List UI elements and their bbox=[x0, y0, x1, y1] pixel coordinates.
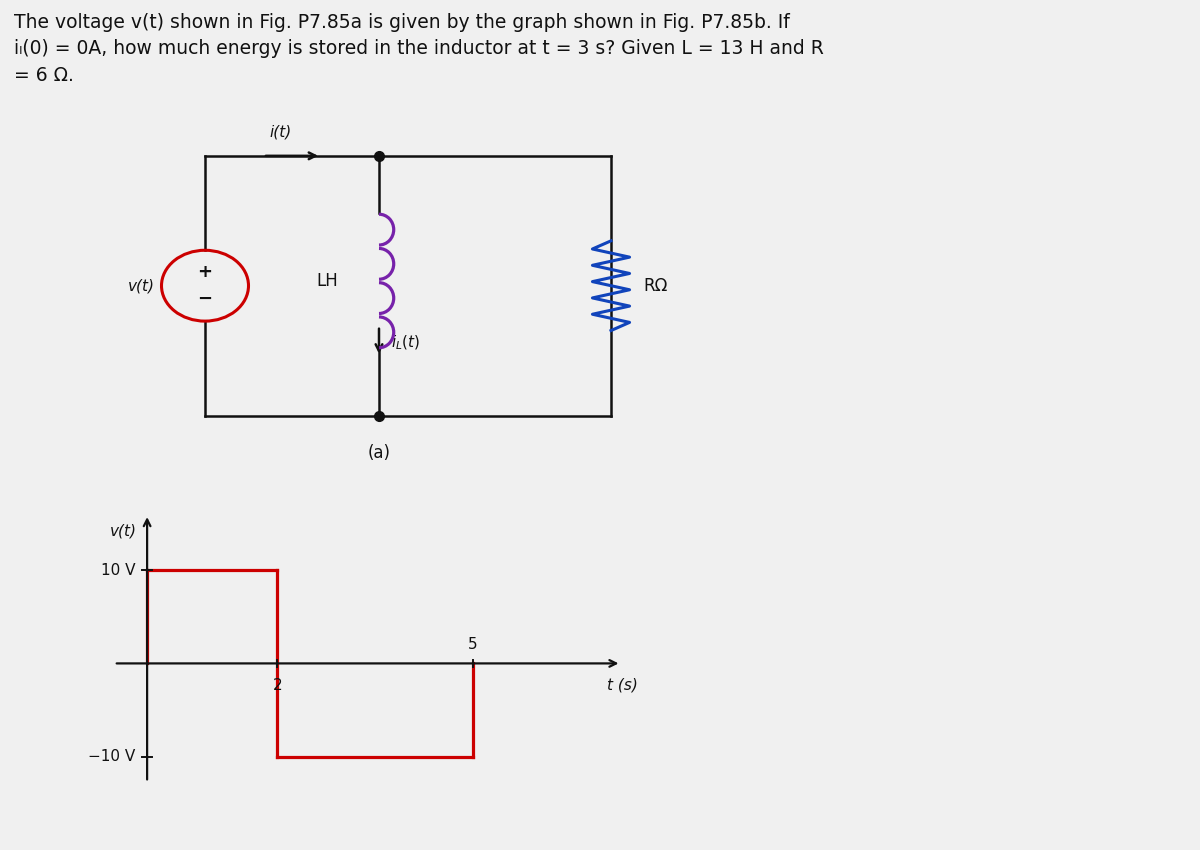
Text: LH: LH bbox=[317, 272, 338, 290]
Text: −10 V: −10 V bbox=[88, 749, 136, 764]
Text: +: + bbox=[198, 264, 212, 281]
Text: i(t): i(t) bbox=[269, 124, 292, 139]
Text: (a): (a) bbox=[367, 445, 390, 462]
Text: v(t): v(t) bbox=[127, 278, 155, 293]
Text: 2: 2 bbox=[272, 678, 282, 694]
Text: 10 V: 10 V bbox=[101, 563, 136, 578]
Text: v(t): v(t) bbox=[110, 524, 137, 538]
Text: −: − bbox=[198, 290, 212, 308]
Text: t (s): t (s) bbox=[607, 677, 637, 693]
Text: 5: 5 bbox=[468, 638, 478, 652]
Text: RΩ: RΩ bbox=[643, 277, 667, 295]
Text: The voltage v(t) shown in Fig. P7.85a is given by the graph shown in Fig. P7.85b: The voltage v(t) shown in Fig. P7.85a is… bbox=[14, 13, 824, 85]
Text: $i_L(t)$: $i_L(t)$ bbox=[391, 333, 420, 352]
